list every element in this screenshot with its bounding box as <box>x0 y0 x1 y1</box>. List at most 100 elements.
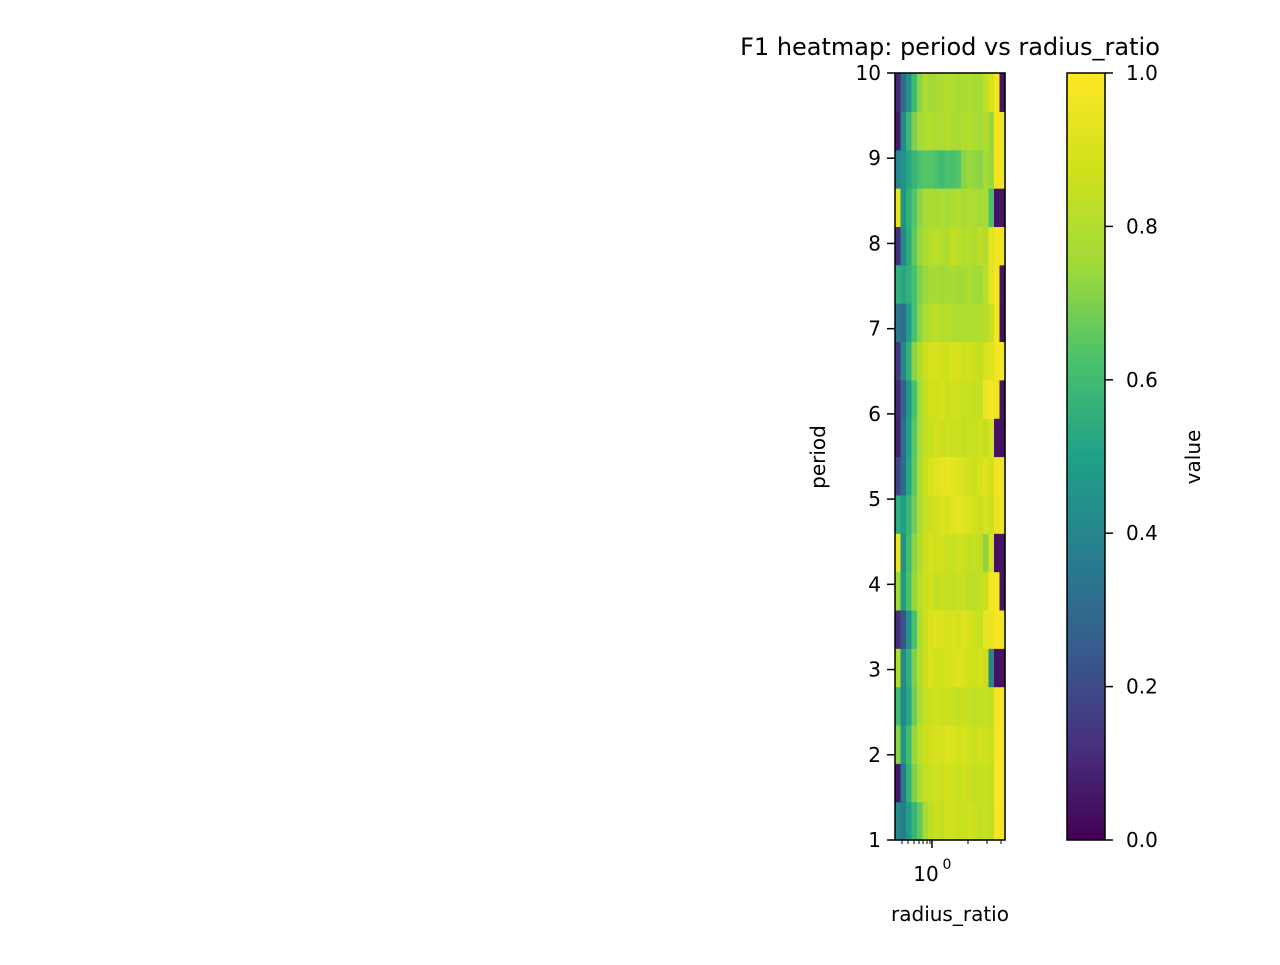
heatmap-cell <box>933 226 940 266</box>
heatmap-cell <box>966 73 973 112</box>
heatmap-cell <box>922 188 929 227</box>
heatmap-cell <box>922 303 929 343</box>
heatmap-cell <box>988 571 995 611</box>
heatmap-cell <box>955 686 962 726</box>
heatmap-cell <box>906 303 913 343</box>
heatmap-cell <box>983 149 990 189</box>
heatmap-cell <box>955 341 962 381</box>
heatmap-cell <box>994 724 1001 764</box>
heatmap-cell <box>917 226 924 266</box>
heatmap-cell <box>966 149 973 189</box>
colorbar-tick-label: 1.0 <box>1126 61 1158 85</box>
heatmap-cell <box>906 494 913 534</box>
heatmap-cell <box>961 533 968 573</box>
heatmap-cell <box>988 303 995 343</box>
heatmap-cell <box>922 686 929 726</box>
heatmap-cell <box>900 571 907 611</box>
heatmap-cell <box>895 533 902 573</box>
heatmap-cell <box>999 724 1006 764</box>
heatmap-cell <box>933 609 940 649</box>
heatmap-cell <box>922 111 929 151</box>
heatmap-cell <box>933 686 940 726</box>
heatmap-cell <box>939 801 946 841</box>
heatmap-cell <box>895 763 902 803</box>
heatmap-cell <box>955 226 962 266</box>
heatmap-cell <box>917 149 924 189</box>
heatmap-cell <box>933 149 940 189</box>
heatmap-cell <box>933 341 940 381</box>
heatmap-cell <box>895 801 902 841</box>
heatmap-cell <box>983 226 990 266</box>
heatmap-cell <box>961 571 968 611</box>
heatmap-cell <box>955 648 962 688</box>
colorbar-tick-label: 0.4 <box>1126 521 1158 545</box>
heatmap-cells <box>895 73 1006 841</box>
heatmap-cell <box>911 648 918 688</box>
heatmap-cell <box>944 111 951 151</box>
heatmap-cell <box>922 73 929 112</box>
heatmap-cell <box>977 571 984 611</box>
heatmap-cell <box>966 188 973 227</box>
heatmap-cell <box>939 648 946 688</box>
heatmap-cell <box>906 111 913 151</box>
heatmap-cell <box>966 494 973 534</box>
heatmap-cell <box>994 341 1001 381</box>
heatmap-cell <box>928 571 935 611</box>
heatmap-cell <box>977 609 984 649</box>
heatmap-cell <box>922 609 929 649</box>
heatmap-cell <box>955 609 962 649</box>
colorbar-ticks: 0.0 0.2 0.4 0.6 0.8 1.0 <box>1105 61 1158 852</box>
heatmap-cell <box>988 418 995 458</box>
heatmap-cell <box>966 341 973 381</box>
heatmap-cell <box>972 303 979 343</box>
heatmap-cell <box>928 609 935 649</box>
heatmap-cell <box>895 494 902 534</box>
heatmap-cell <box>900 533 907 573</box>
heatmap-cell <box>950 456 957 496</box>
heatmap-cell <box>928 533 935 573</box>
heatmap-cell <box>911 456 918 496</box>
heatmap-cell <box>917 686 924 726</box>
heatmap-cell <box>972 494 979 534</box>
heatmap-cell <box>994 686 1001 726</box>
heatmap-cell <box>917 609 924 649</box>
heatmap-cell <box>917 379 924 419</box>
heatmap-cell <box>966 533 973 573</box>
heatmap-cell <box>906 609 913 649</box>
heatmap-cell <box>972 456 979 496</box>
heatmap-cell <box>994 379 1001 419</box>
x-minor-ticks <box>901 840 1002 844</box>
heatmap-cell <box>895 226 902 266</box>
heatmap-cell <box>972 724 979 764</box>
heatmap-cell <box>922 226 929 266</box>
heatmap-cell <box>961 724 968 764</box>
heatmap-cell <box>994 188 1001 227</box>
heatmap-cell <box>955 533 962 573</box>
heatmap-cell <box>983 303 990 343</box>
heatmap-cell <box>955 149 962 189</box>
colorbar-frame <box>1066 72 1106 841</box>
heatmap-cell <box>911 73 918 112</box>
heatmap-cell <box>922 418 929 458</box>
heatmap-cell <box>994 801 1001 841</box>
heatmap-cell <box>922 724 929 764</box>
heatmap-cell <box>977 801 984 841</box>
heatmap-cell <box>944 379 951 419</box>
heatmap-cell <box>906 801 913 841</box>
heatmap-cell <box>900 456 907 496</box>
heatmap-cell <box>928 264 935 304</box>
colorbar-tick-label: 0.2 <box>1126 675 1158 699</box>
heatmap-cell <box>972 226 979 266</box>
heatmap-cell <box>999 494 1006 534</box>
heatmap-cell <box>933 73 940 112</box>
y-tick-label: 9 <box>868 146 881 170</box>
heatmap-cell <box>906 73 913 112</box>
heatmap-cell <box>911 533 918 573</box>
heatmap-cell <box>895 379 902 419</box>
heatmap-cell <box>961 149 968 189</box>
heatmap-cell <box>917 801 924 841</box>
heatmap-cell <box>928 341 935 381</box>
heatmap-cell <box>944 724 951 764</box>
heatmap-cell <box>933 763 940 803</box>
